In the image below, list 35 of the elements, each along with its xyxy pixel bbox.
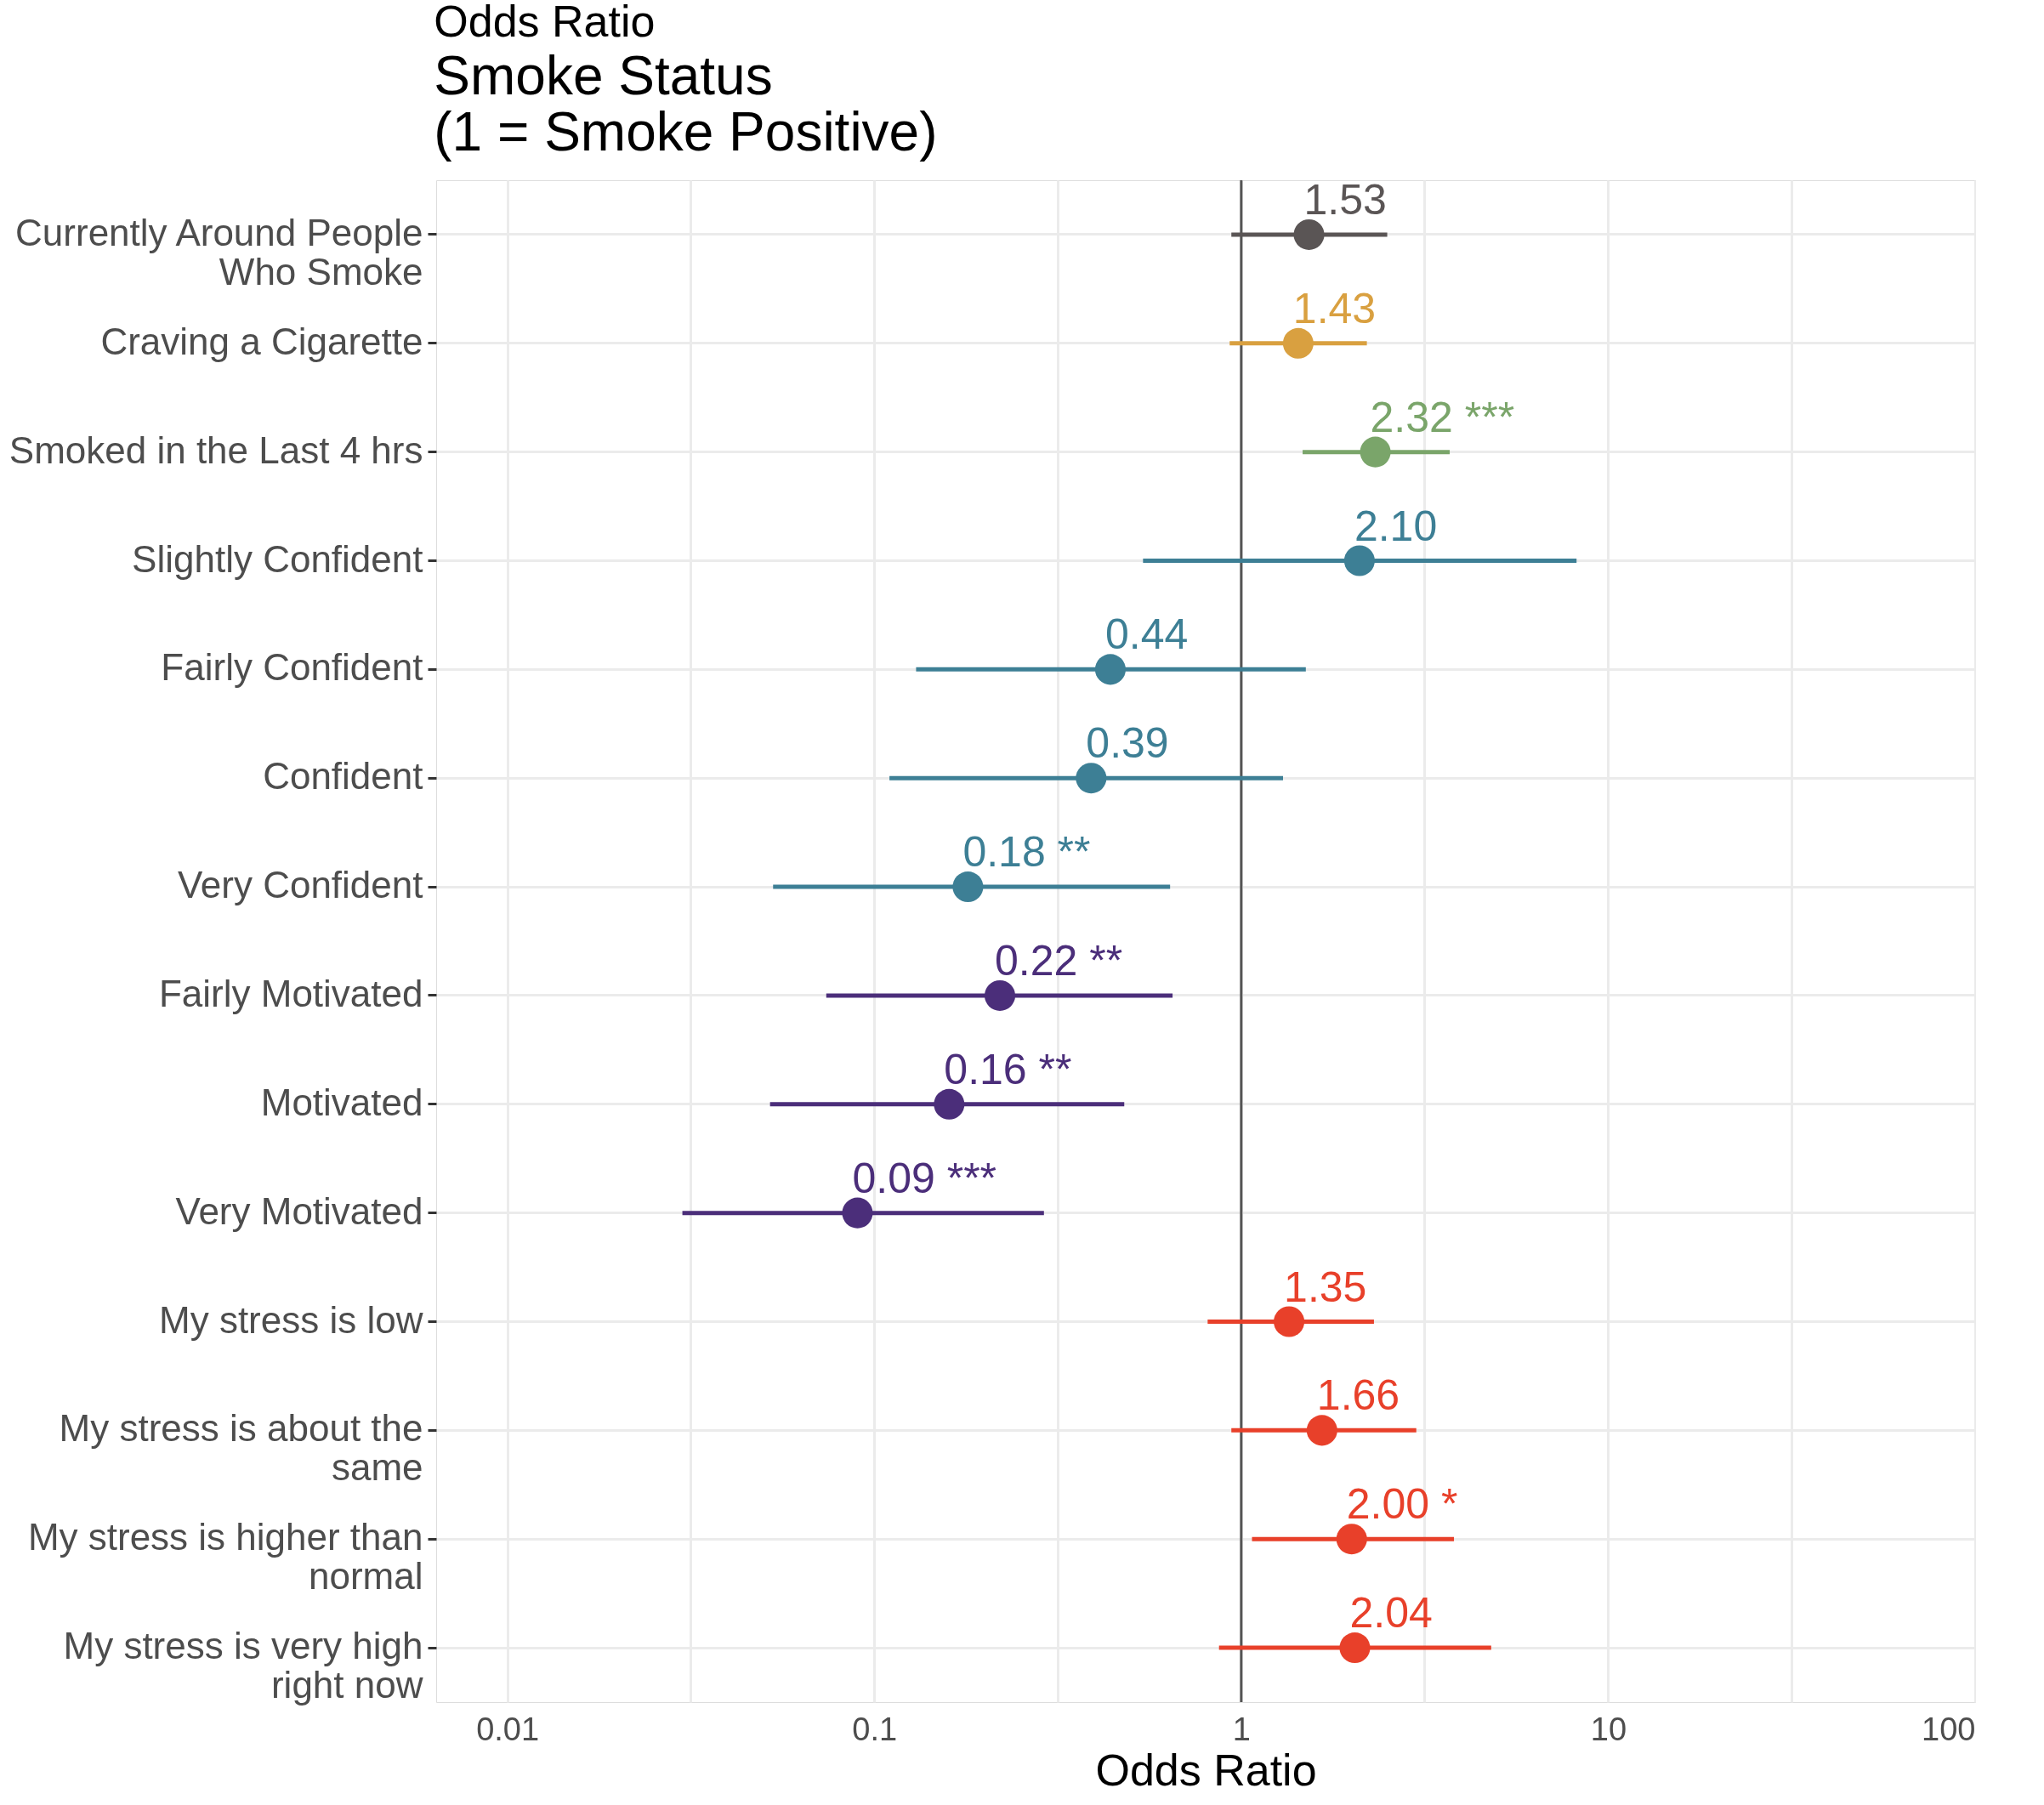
x-tick-label: 0.1 — [852, 1711, 898, 1747]
data-label: 2.00 * — [1346, 1480, 1458, 1529]
y-tick-label: Very Motivated — [175, 1189, 423, 1232]
data-label: 1.53 — [1303, 175, 1387, 224]
x-tick-label: 0.01 — [476, 1711, 540, 1747]
data-label: 0.22 ** — [995, 936, 1123, 985]
data-label: 0.16 ** — [944, 1045, 1072, 1093]
x-tick-label: 10 — [1590, 1711, 1627, 1747]
y-tick-label: Motivated — [260, 1081, 423, 1123]
y-tick-label: Craving a Cigarette — [100, 320, 423, 362]
data-label: 2.10 — [1354, 502, 1438, 550]
y-tick-label: Fairly Confident — [161, 646, 423, 689]
data-label: 1.35 — [1284, 1263, 1367, 1311]
x-tick-label: 100 — [1922, 1711, 1976, 1747]
y-tick-label: Slightly Confident — [132, 537, 423, 580]
data-label: 0.44 — [1104, 610, 1189, 659]
chart-title: Odds Ratio — [434, 0, 656, 46]
y-tick-label: Confident — [263, 755, 423, 797]
y-tick-label: Fairly Motivated — [158, 972, 423, 1014]
y-tick-label: Very Confident — [177, 864, 423, 906]
data-label: 2.32 *** — [1370, 393, 1515, 441]
data-label: 0.39 — [1086, 719, 1169, 768]
data-label: 0.09 *** — [852, 1154, 997, 1202]
y-tick-label: Smoked in the Last 4 hrs — [9, 429, 423, 471]
y-tick-label: My stress is about the same — [59, 1407, 423, 1489]
y-tick-label: My stress is low — [159, 1298, 423, 1341]
y-tick-label: My stress is very high right now — [63, 1625, 423, 1706]
data-label: 0.18 ** — [962, 828, 1091, 877]
data-label: 1.66 — [1316, 1371, 1400, 1420]
y-tick-label: Currently Around People Who Smoke — [15, 211, 423, 292]
data-label: 2.04 — [1349, 1589, 1433, 1638]
y-tick-label: My stress is higher than normal — [27, 1516, 423, 1598]
x-tick-label: 1 — [1232, 1711, 1251, 1747]
data-label: 1.43 — [1292, 284, 1377, 332]
x-axis-title: Odds Ratio — [1095, 1745, 1317, 1795]
